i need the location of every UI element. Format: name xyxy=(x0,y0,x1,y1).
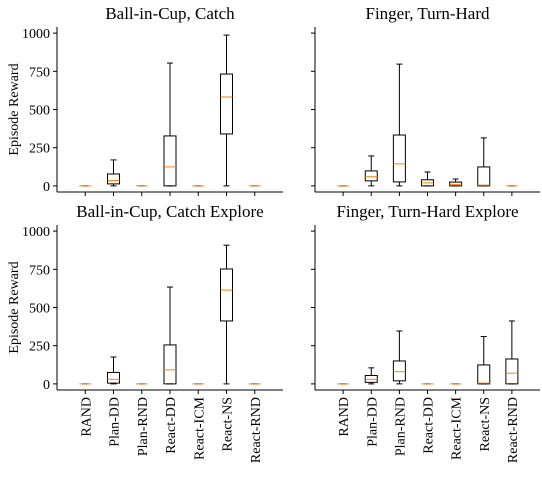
y-tick-label: 750 xyxy=(29,65,50,80)
x-tick-label: Plan-RND xyxy=(136,397,151,456)
box xyxy=(220,268,233,322)
box xyxy=(107,371,120,384)
y-tick-label: 0 xyxy=(43,180,50,195)
y-tick-label: 500 xyxy=(29,302,50,317)
panel-title: Ball-in-Cup, Catch xyxy=(105,4,235,23)
box xyxy=(505,358,519,385)
x-tick-label: React-RND xyxy=(249,397,264,463)
y-tick-label: 500 xyxy=(29,104,50,119)
x-tick-label: Plan-RND xyxy=(393,397,408,456)
y-tick-label: 750 xyxy=(29,263,50,278)
box xyxy=(107,173,120,185)
box xyxy=(477,364,491,385)
panel-title: Finger, Turn-Hard Explore xyxy=(336,202,518,221)
box xyxy=(163,135,177,187)
box xyxy=(220,73,233,135)
x-tick-label: React-NS xyxy=(478,397,493,451)
panel-title: Ball-in-Cup, Catch Explore xyxy=(76,202,263,221)
y-axis-label: Episode Reward xyxy=(7,63,22,155)
y-tick-label: 250 xyxy=(29,142,50,157)
x-tick-label: React-ICM xyxy=(450,396,465,460)
box xyxy=(392,134,406,183)
y-tick-label: 1000 xyxy=(22,225,50,240)
box xyxy=(392,360,406,382)
x-tick-label: React-NS xyxy=(221,397,236,451)
y-tick-label: 250 xyxy=(29,340,50,355)
y-axis-label: Episode Reward xyxy=(7,261,22,353)
x-tick-label: React-DD xyxy=(164,397,179,454)
y-tick-label: 0 xyxy=(43,378,50,393)
panel-title: Finger, Turn-Hard xyxy=(366,4,490,23)
box xyxy=(477,166,491,187)
y-tick-label: 1000 xyxy=(22,27,50,42)
x-tick-label: RAND xyxy=(337,397,352,437)
box xyxy=(364,170,378,182)
x-tick-label: React-DD xyxy=(422,397,437,454)
x-tick-label: Plan-DD xyxy=(108,397,123,447)
box xyxy=(163,344,177,385)
x-tick-label: Plan-DD xyxy=(365,397,380,447)
x-tick-label: React-ICM xyxy=(192,396,207,460)
x-tick-label: RAND xyxy=(79,397,94,437)
x-tick-label: React-RND xyxy=(506,397,521,463)
